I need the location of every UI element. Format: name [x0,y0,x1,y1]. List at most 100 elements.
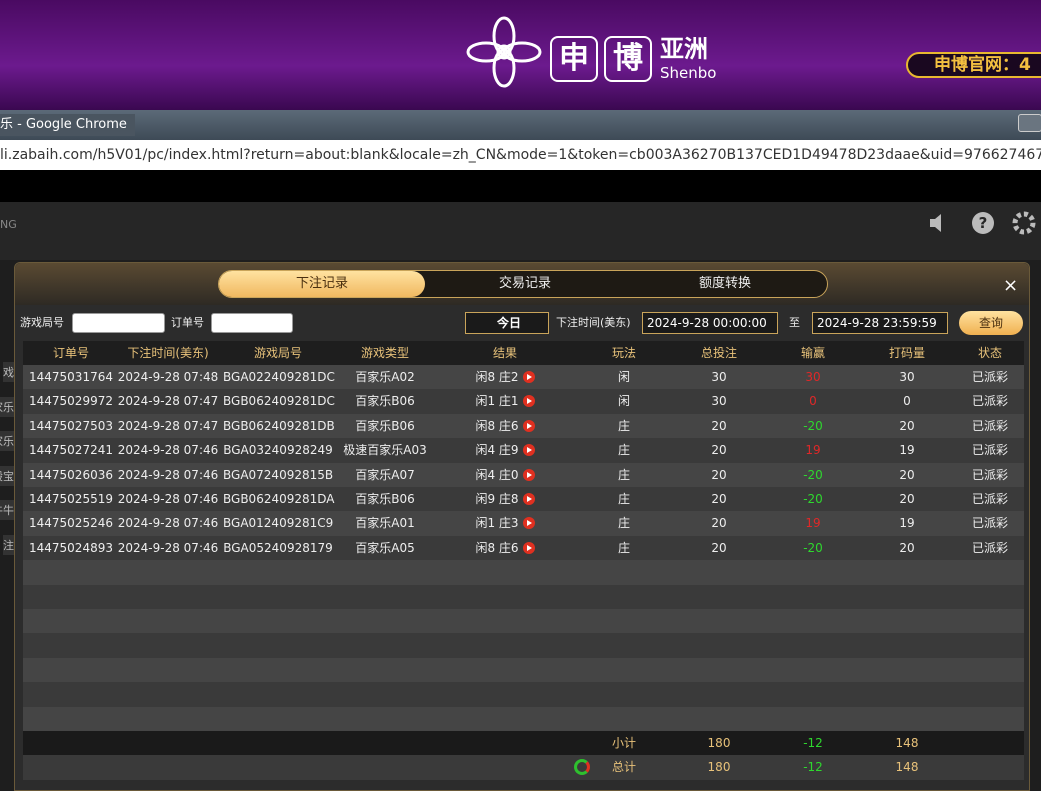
logo-char: 博 [604,36,652,82]
cell-text: 已派彩 [971,540,1008,555]
table-cell: 14475027241 [23,438,119,462]
cell-text: 20 [711,443,727,458]
table-cell: 闲4 庄9 [455,438,555,462]
table-cell: BGA05240928179 [223,536,333,560]
table-cell: 19 [867,511,947,535]
table-cell: 庄 [594,536,654,560]
table-cell: 30 [679,389,759,413]
table-cell: 百家乐A01 [333,511,437,535]
cell-text: 19 [805,443,821,458]
column-header: 下注时间(美东) [127,346,209,360]
play-icon[interactable] [522,541,535,554]
cell-text: 2024-9-28 07:46 [117,540,219,555]
address-bar[interactable]: li.zabaih.com/h5V01/pc/index.html?return… [0,140,1041,170]
end-select[interactable]: 2024-9-28 23:59:59 [812,312,948,334]
column-header: 总投注 [700,346,737,360]
table-cell: BGB062409281DC [223,389,335,413]
time-label: 下注时间(美东) [556,316,631,329]
cell-text: BGA012409281C9 [223,516,334,531]
table-cell: 2024-9-28 07:46 [113,463,223,487]
minimize-button[interactable] [1018,114,1041,132]
table-cell: 0 [867,389,947,413]
table-cell: -20 [773,487,853,511]
cell-text: -20 [803,540,823,555]
round-input[interactable] [72,313,165,333]
cell-text: 庄 [617,540,630,555]
play-icon[interactable] [522,395,535,408]
cell-text: 闲4 庄9 [475,443,519,458]
subtotal-win: -12 [803,736,823,750]
empty-row [23,682,1024,707]
cell-text: 14475027503 [29,418,113,433]
cell-text: 2024-9-28 07:46 [117,516,219,531]
table-row: 14475027503 2024-9-28 07:47 BGB062409281DB… [23,413,1024,439]
record-table: 订单号 下注时间(美东) 游戏局号 游戏类型 结果 玩法 总投注 输赢 打码量 状态 1447503… [15,341,1029,781]
table-cell: 2024-9-28 07:47 [113,389,223,413]
cell-text: 百家乐A05 [355,540,415,555]
tab[interactable]: 下注记录 [219,271,425,297]
play-icon[interactable] [522,444,535,457]
cell-text: 庄 [617,443,630,458]
svg-text:?: ? [979,214,988,232]
table-cell: 20 [679,414,759,438]
play-icon[interactable] [522,468,535,481]
cell-text: 闲 [617,394,630,409]
table-cell: 闲8 庄6 [455,536,555,560]
dialog-header: 下注记录 交易记录 额度转换 × [15,263,1029,305]
side-label: 骰宝 [0,465,14,486]
table-cell: 20 [679,511,759,535]
table-cell: 14475025246 [23,511,119,535]
start-select[interactable]: 2024-9-28 00:00:00 [642,312,778,334]
cell-text: BGB062409281DC [223,394,335,409]
total-win: -12 [803,760,823,775]
cell-text: 0 [903,394,911,409]
cell-text: 20 [899,492,915,506]
table-cell: 30 [773,365,853,389]
cell-text: 30 [711,370,727,384]
cell-text: 闲9 庄8 [475,492,519,506]
query-button[interactable]: 查询 [959,311,1023,335]
table-cell: 20 [867,463,947,487]
cell-text: 已派彩 [971,467,1008,482]
tab[interactable]: 交易记录 [498,276,551,291]
cell-text: 20 [711,516,727,531]
cell-text: 30 [711,394,727,409]
table-cell: 2024-9-28 07:47 [113,414,223,438]
table-cell: -20 [773,463,853,487]
cell-text: 已派彩 [971,492,1008,506]
cell-text: BGB062409281DB [223,418,335,433]
tab-bar: 下注记录 交易记录 额度转换 [218,270,828,298]
play-icon[interactable] [522,493,535,505]
order-label: 订单号 [171,316,204,329]
close-button[interactable]: × [1003,275,1019,296]
table-cell: 14475025519 [23,487,119,511]
site-label: 申博官网：4 [906,52,1041,78]
table-cell: 已派彩 [960,438,1020,462]
table-cell: 极速百家乐A03 [333,438,437,462]
play-icon[interactable] [522,517,535,530]
table-header: 订单号 下注时间(美东) 游戏局号 游戏类型 结果 玩法 总投注 输赢 打码量 状态 [23,341,1024,365]
order-input[interactable] [211,313,293,333]
cell-text: 闲4 庄0 [475,467,519,482]
table-cell: 2024-9-28 07:48 [113,365,223,389]
cell-text: 14475027241 [29,443,113,458]
table-cell: 闲8 庄2 [455,365,555,389]
table-cell: 百家乐A07 [333,463,437,487]
play-icon[interactable] [522,371,535,383]
table-row: 14475025246 2024-9-28 07:46 BGA012409281C9… [23,511,1024,536]
tab[interactable]: 额度转换 [698,276,751,291]
table-cell: 20 [679,536,759,560]
side-label: 注 [3,534,14,555]
cell-text: 已派彩 [971,418,1008,433]
table-cell: 闲4 庄0 [455,463,555,487]
table-cell: 14475024893 [23,536,119,560]
subtotal-label: 小计 [611,736,636,750]
period-select[interactable]: 今日 [465,312,549,334]
cell-text: 20 [711,467,727,482]
play-icon[interactable] [522,419,535,432]
cell-text: 20 [711,492,727,506]
cell-text: BGA05240928179 [223,540,333,555]
cell-text: BGA0724092815B [223,467,334,482]
logo-flower [466,16,542,88]
cell-text: 2024-9-28 07:46 [117,467,219,482]
